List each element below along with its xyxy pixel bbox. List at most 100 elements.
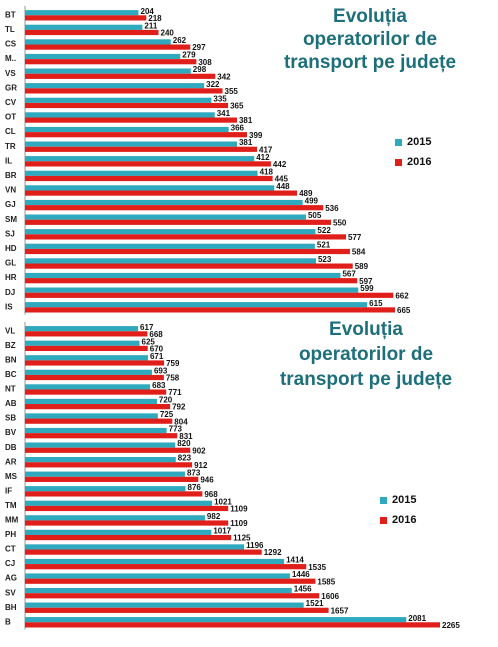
category-label: CL: [5, 127, 16, 136]
bar: [25, 544, 245, 550]
chart-title: transport pe județe: [284, 52, 456, 73]
bar: [25, 68, 191, 74]
category-label: GJ: [5, 200, 16, 209]
category-label: DJ: [5, 288, 15, 297]
bar: [25, 156, 255, 162]
value-label: 670: [150, 345, 164, 354]
value-label: 240: [161, 29, 175, 38]
value-label: 322: [206, 80, 220, 89]
value-label: 683: [152, 381, 166, 390]
value-label: 335: [213, 94, 227, 103]
category-label: IS: [5, 302, 13, 311]
value-label: 758: [166, 374, 180, 383]
category-label: MM: [5, 516, 19, 525]
bar: [25, 491, 203, 497]
category-label: BH: [5, 603, 17, 612]
value-label: 982: [207, 512, 221, 521]
value-label: 366: [231, 124, 245, 133]
bar: [25, 355, 148, 361]
bar: [25, 331, 148, 337]
bar: [25, 462, 193, 468]
bar: [25, 199, 303, 206]
value-label: 521: [317, 240, 331, 249]
value-label: 211: [144, 21, 157, 30]
chart-title: operatorilor de: [303, 29, 437, 50]
bar: [25, 97, 212, 103]
category-label: BV: [5, 428, 17, 437]
value-label: 355: [225, 87, 239, 96]
value-label: 599: [360, 284, 374, 293]
bar: [25, 500, 213, 506]
value-label: 804: [174, 417, 188, 426]
category-label: GL: [5, 259, 16, 268]
chart-title: transport pe județe: [280, 369, 452, 390]
bar: [25, 272, 341, 279]
value-label: 968: [204, 490, 218, 499]
bar: [25, 427, 167, 434]
bar: [25, 505, 229, 512]
bar: [25, 229, 316, 235]
bar: [25, 83, 205, 89]
value-label: 1414: [286, 556, 304, 565]
category-label: M..: [5, 54, 16, 63]
value-label: 381: [239, 116, 253, 125]
category-label: CJ: [5, 559, 15, 568]
category-label: SB: [5, 414, 16, 423]
bar: [25, 102, 229, 109]
bar: [25, 170, 258, 176]
value-label: 823: [178, 454, 192, 463]
category-label: AR: [5, 457, 17, 466]
bar: [25, 287, 359, 293]
value-label: 662: [395, 291, 409, 300]
value-label: 584: [352, 248, 366, 257]
category-label: VN: [5, 186, 16, 195]
bar: [25, 59, 197, 65]
category-label: CV: [5, 98, 17, 107]
bar: [25, 29, 159, 36]
bar: [25, 302, 368, 308]
value-label: 946: [200, 475, 214, 484]
bar: [25, 587, 292, 594]
bar: [25, 529, 212, 535]
category-label: AB: [5, 399, 17, 408]
value-label: 298: [193, 65, 207, 74]
category-label: CS: [5, 40, 17, 49]
bar: [25, 88, 223, 94]
bar: [25, 234, 347, 240]
value-label: 792: [172, 403, 186, 412]
bar: [25, 214, 306, 220]
category-label: VS: [5, 69, 16, 78]
value-label: 279: [182, 51, 196, 60]
value-label: 820: [177, 439, 191, 448]
value-label: 1292: [264, 548, 282, 557]
legend-label: 2016: [407, 156, 431, 168]
value-label: 577: [348, 233, 362, 242]
category-label: CT: [5, 545, 16, 554]
value-label: 1109: [230, 519, 248, 528]
bar: [25, 117, 237, 123]
value-label: 771: [168, 388, 182, 397]
bar: [25, 112, 215, 118]
bar: [25, 476, 199, 482]
category-label: IF: [5, 486, 12, 495]
category-label: TR: [5, 142, 16, 151]
value-label: 668: [149, 330, 163, 339]
bar: [25, 433, 178, 439]
bar: [25, 418, 173, 424]
value-label: 1109: [230, 505, 248, 514]
category-label: BZ: [5, 341, 16, 350]
legend-label: 2016: [392, 514, 416, 526]
value-label: 725: [160, 410, 174, 419]
value-label: 523: [318, 255, 332, 264]
bar: [25, 44, 191, 50]
category-label: SJ: [5, 229, 15, 238]
bar: [25, 326, 139, 332]
value-label: 589: [355, 262, 369, 271]
bar: [25, 549, 262, 555]
value-label: 218: [148, 14, 162, 23]
value-label: 308: [198, 58, 212, 67]
bar: [25, 258, 316, 264]
value-label: 773: [169, 425, 183, 434]
bar: [25, 413, 158, 419]
